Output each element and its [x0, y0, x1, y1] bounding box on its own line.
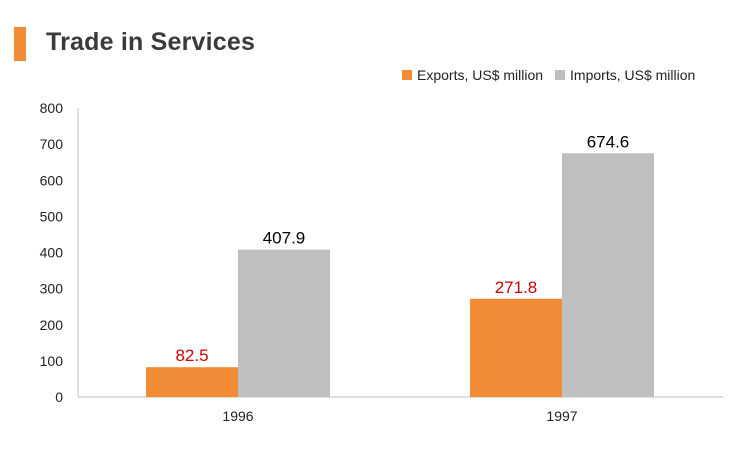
y-tick-label: 800	[40, 100, 64, 116]
legend-label-imports: Imports, US$ million	[570, 67, 696, 83]
y-tick-label: 0	[55, 389, 63, 405]
legend-item-imports: Imports, US$ million	[555, 67, 695, 83]
chart-title: Trade in Services	[46, 28, 256, 56]
y-tick-label: 300	[40, 281, 64, 297]
bar-exports-1997	[470, 298, 562, 397]
bar-exports-1996	[146, 367, 238, 397]
legend-swatch-imports	[555, 70, 566, 80]
y-tick-label: 100	[40, 353, 64, 369]
y-tick-label: 600	[40, 172, 64, 188]
y-tick-label: 500	[40, 208, 64, 224]
data-label-imports-1997: 674.6	[587, 132, 630, 151]
title-accent-bar	[14, 27, 26, 61]
y-tick-label: 400	[40, 245, 64, 261]
legend-item-exports: Exports, US$ million	[402, 67, 543, 83]
x-tick-label: 1996	[222, 408, 253, 424]
data-label-exports-1997: 271.8	[495, 278, 538, 297]
y-tick-label: 200	[40, 317, 64, 333]
bar-imports-1997	[562, 153, 654, 397]
data-label-imports-1996: 407.9	[263, 229, 306, 248]
x-tick-label: 1997	[546, 408, 577, 424]
legend: Exports, US$ million Imports, US$ millio…	[402, 67, 707, 83]
legend-label-exports: Exports, US$ million	[417, 67, 544, 83]
data-label-exports-1996: 82.5	[175, 346, 208, 365]
bar-imports-1996	[238, 249, 330, 397]
y-tick-label: 700	[40, 136, 64, 152]
legend-swatch-exports	[402, 70, 412, 80]
